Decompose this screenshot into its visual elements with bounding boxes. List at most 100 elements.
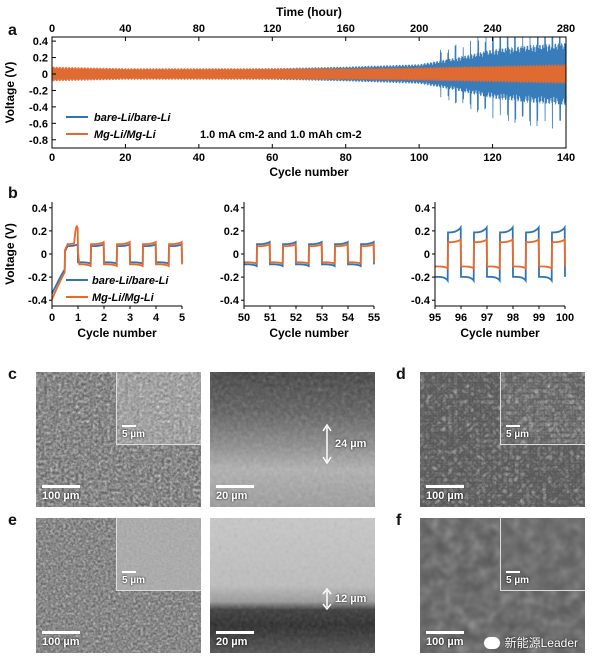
panel-letter-d: d <box>396 366 406 383</box>
sem-image-e-cross-section: 12 µm 20 µm <box>210 518 375 653</box>
x-tick-label: 52 <box>290 312 302 324</box>
y-tick-label: -0.6 <box>29 118 48 130</box>
x-axis-title: Cycle number <box>460 326 540 340</box>
sem-image-c-top-view: 5 µm 100 µm <box>36 372 201 507</box>
x-tick-label: 100 <box>556 312 574 324</box>
top-tick-label: 160 <box>337 23 355 35</box>
series-line <box>435 224 566 284</box>
x-tick-label: 0 <box>49 312 55 324</box>
y-tick-label: -0.4 <box>220 295 240 307</box>
sem-image-f-top-view: 5 µm 100 µm <box>420 518 585 653</box>
x-tick-label: 80 <box>340 152 352 164</box>
x-tick-label: 0 <box>49 152 55 164</box>
inset-scale-label: 5 µm <box>506 429 529 440</box>
x-tick-label: 2 <box>101 312 107 324</box>
panel-letter-c: c <box>8 366 17 383</box>
top-tick-label: 120 <box>263 23 281 35</box>
top-tick-label: 0 <box>49 23 55 35</box>
series-line-mg <box>51 64 567 84</box>
top-tick-label: 280 <box>557 23 575 35</box>
scale-bar-label: 100 µm <box>42 636 80 648</box>
x-tick-label: 3 <box>127 312 133 324</box>
y-tick-label: 0.4 <box>32 203 48 215</box>
sem-image-d-top-view: 5 µm 100 µm <box>420 372 585 507</box>
panel-letter-e: e <box>8 512 17 529</box>
x-tick-label: 100 <box>410 152 428 164</box>
x-tick-label: 95 <box>429 312 441 324</box>
sei-thickness-label: 12 µm <box>335 593 367 605</box>
x-tick-label: 4 <box>153 312 160 324</box>
inset-scale-label: 5 µm <box>122 575 145 586</box>
y-tick-label: 0 <box>233 249 239 261</box>
sei-thickness-label: 24 µm <box>335 438 367 450</box>
x-tick-label: 96 <box>455 312 467 324</box>
sem-inset-f: 5 µm <box>500 518 585 591</box>
top-axis-title: Time (hour) <box>276 5 342 19</box>
y-axis-title: Voltage (V) <box>3 62 17 124</box>
x-tick-label: 50 <box>238 312 250 324</box>
x-tick-label: 51 <box>264 312 276 324</box>
y-tick-label: -0.4 <box>411 295 431 307</box>
x-tick-label: 98 <box>507 312 519 324</box>
x-tick-label: 140 <box>557 152 575 164</box>
x-tick-label: 1 <box>75 312 81 324</box>
condition-annotation: 1.0 mA cm-2 and 1.0 mAh cm-2 <box>200 129 362 141</box>
y-tick-label: -0.2 <box>28 272 47 284</box>
x-tick-label: 53 <box>316 312 328 324</box>
x-tick-label: 20 <box>119 152 131 164</box>
y-tick-label: 0 <box>424 249 430 261</box>
y-tick-label: -0.2 <box>220 272 239 284</box>
y-tick-label: 0.4 <box>415 203 431 215</box>
series-line <box>244 240 375 268</box>
scale-bar-label: 20 µm <box>216 490 248 502</box>
panel-letter-b: b <box>8 185 18 202</box>
scale-bar-label: 100 µm <box>426 490 464 502</box>
sem-image-e-top-view: 5 µm 100 µm <box>36 518 201 653</box>
watermark: 新能源Leader <box>483 634 578 651</box>
voltage-cycling-chart: 0 20 40 60 80 100 120 140 0 40 80 120 160 200 240 280 Ti… <box>3 5 575 179</box>
legend-label: Mg-Li/Mg-Li <box>94 129 157 141</box>
y-tick-label: 0 <box>42 69 48 81</box>
scale-bar-label: 20 µm <box>216 636 248 648</box>
x-tick-label: 97 <box>481 312 493 324</box>
sem-inset-e: 5 µm <box>116 518 201 591</box>
inset-scale-label: 5 µm <box>122 429 145 440</box>
y-tick-label: -0.4 <box>29 102 49 114</box>
plot-frame <box>51 36 567 149</box>
top-tick-label: 40 <box>119 23 131 35</box>
scale-bar-label: 100 µm <box>42 490 80 502</box>
x-tick-label: 5 <box>179 312 185 324</box>
panel-letter-f: f <box>396 512 402 529</box>
series-line <box>244 242 375 266</box>
y-tick-label: 0.2 <box>415 226 430 238</box>
wechat-icon <box>483 636 500 649</box>
inset-scale-label: 5 µm <box>506 575 529 586</box>
y-tick-label: 0 <box>41 249 47 261</box>
x-tick-label: 99 <box>533 312 545 324</box>
legend-label: Mg-Li/Mg-Li <box>92 292 155 304</box>
y-tick-label: 0.4 <box>33 36 49 48</box>
x-axis-title: Cycle number <box>77 326 157 340</box>
top-tick-label: 200 <box>410 23 428 35</box>
scale-bar-label: 100 µm <box>426 636 464 648</box>
y-tick-label: -0.2 <box>411 272 430 284</box>
y-tick-label: 0.4 <box>224 203 240 215</box>
y-tick-label: -0.2 <box>29 85 48 97</box>
x-axis-title: Cycle number <box>269 326 349 340</box>
y-tick-label: 0.2 <box>32 226 47 238</box>
legend-label: bare-Li/bare-Li <box>94 112 171 124</box>
sem-inset-c: 5 µm <box>116 372 201 445</box>
voltage-profile-chart-mid: 50 51 52 53 54 55 0.4 0.2 0 -0.2 -0.4 Cycle number <box>220 202 380 340</box>
legend-label: bare-Li/bare-Li <box>92 275 169 287</box>
sem-inset-d: 5 µm <box>500 372 585 445</box>
y-tick-label: 0.2 <box>33 53 48 65</box>
y-axis-title: Voltage (V) <box>3 223 17 285</box>
top-tick-label: 80 <box>193 23 205 35</box>
y-tick-label: -0.8 <box>29 135 48 147</box>
sem-image-c-cross-section: 24 µm 20 µm <box>210 372 375 507</box>
voltage-profile-chart-early: 0 1 2 3 4 5 0.4 0.2 0 -0.2 -0.4 Cycle number Voltage… <box>3 202 185 340</box>
x-tick-label: 120 <box>483 152 501 164</box>
y-tick-label: -0.4 <box>28 295 48 307</box>
series-line <box>51 225 183 300</box>
x-axis-title: Cycle number <box>269 165 349 179</box>
